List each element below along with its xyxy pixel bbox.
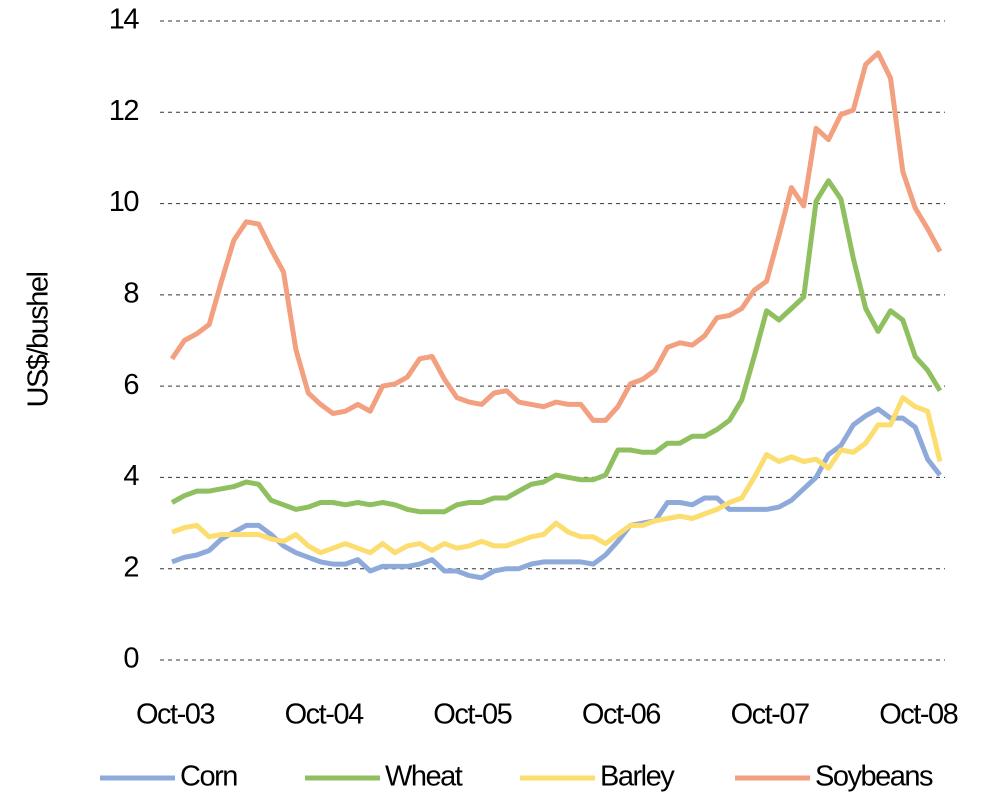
legend-label: Barley [600,761,675,793]
x-tick-label: Oct-04 [285,699,364,731]
series-line [171,395,943,556]
x-tick-label: Oct-03 [136,699,214,731]
series-line [171,406,942,581]
y-tick-label: 10 [109,186,139,218]
legend-label: Soybeans [815,761,933,793]
y-tick-label: 14 [109,4,140,36]
legend-label: Wheat [385,761,463,793]
y-tick-label: 8 [123,278,138,310]
x-tick-label: Oct-06 [582,699,660,731]
x-tick-label: Oct-05 [433,699,511,731]
x-tick-label: Oct-08 [879,699,957,731]
y-tick-label: 12 [109,95,139,127]
y-tick-label: 0 [123,643,138,675]
y-tick-label: 4 [123,460,139,492]
y-tick-label: 6 [123,369,138,401]
series-line [170,178,943,515]
legend-label: Corn [180,761,237,793]
y-tick-label: 2 [123,551,138,583]
x-tick-label: Oct-07 [731,699,809,731]
y-axis-label: US$/bushel [23,272,55,407]
series-line [169,50,943,423]
